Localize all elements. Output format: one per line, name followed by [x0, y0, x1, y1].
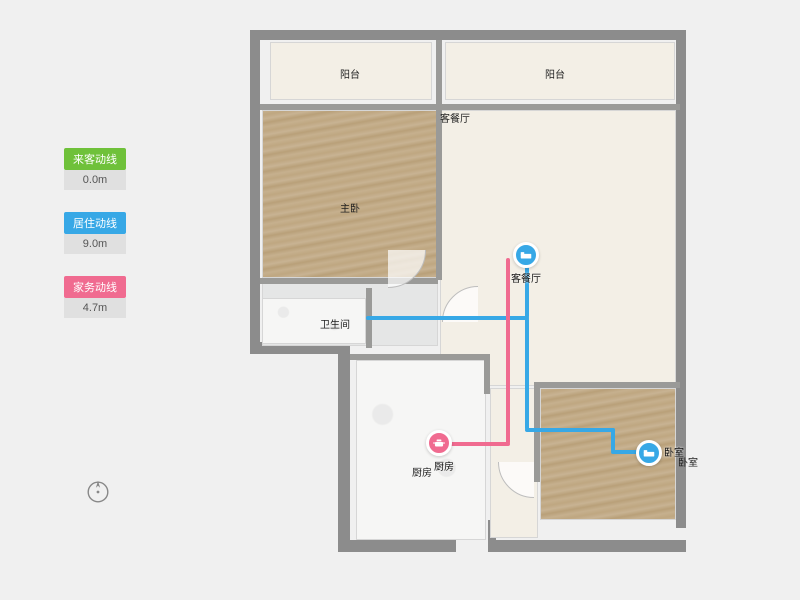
inner-wall — [350, 354, 490, 360]
flow-path — [525, 428, 615, 432]
room-label-balcony_left: 阳台 — [340, 66, 360, 81]
inner-wall — [484, 354, 490, 394]
flow-path — [525, 318, 529, 430]
room-label-master: 主卧 — [340, 200, 360, 215]
wall — [338, 540, 456, 552]
marker-living — [513, 242, 539, 268]
wall — [250, 30, 260, 350]
legend-item-living: 居住动线 9.0m — [64, 212, 126, 254]
flow-path — [611, 428, 615, 452]
wall — [488, 540, 686, 552]
inner-wall — [436, 40, 442, 104]
wall — [250, 30, 686, 40]
room-label-balcony_right: 阳台 — [545, 66, 565, 81]
marker-label-kitchen: 厨房 — [434, 458, 454, 473]
marker-label-bedroom: 卧室 — [664, 444, 684, 459]
legend-item-chore: 家务动线 4.7m — [64, 276, 126, 318]
inner-wall — [534, 382, 540, 482]
marker-kitchen — [426, 430, 452, 456]
legend-value-chore: 4.7m — [64, 298, 126, 318]
wall — [338, 342, 350, 550]
legend-label-living: 居住动线 — [64, 212, 126, 234]
compass-icon — [84, 478, 112, 506]
room-label-bath: 卫生间 — [320, 316, 350, 331]
legend-item-visitor: 来客动线 0.0m — [64, 148, 126, 190]
marker-bedroom — [636, 440, 662, 466]
marker-label-living: 客餐厅 — [511, 270, 541, 285]
flow-path — [506, 258, 510, 444]
floor-plan: 阳台阳台主卧客餐厅卫生间厨房卧室客餐厅厨房卧室 — [240, 20, 710, 570]
inner-wall — [260, 104, 680, 110]
legend-value-visitor: 0.0m — [64, 170, 126, 190]
inner-wall — [436, 104, 442, 280]
legend: 来客动线 0.0m 居住动线 9.0m 家务动线 4.7m — [64, 148, 126, 340]
legend-label-chore: 家务动线 — [64, 276, 126, 298]
room-bath — [262, 298, 366, 344]
inner-wall — [534, 382, 680, 388]
legend-label-visitor: 来客动线 — [64, 148, 126, 170]
flow-path — [366, 316, 529, 320]
room-kitchen — [356, 360, 486, 540]
room-label-living: 客餐厅 — [440, 110, 470, 125]
legend-value-living: 9.0m — [64, 234, 126, 254]
room-label-kitchen: 厨房 — [412, 464, 432, 479]
room-living — [440, 110, 676, 386]
